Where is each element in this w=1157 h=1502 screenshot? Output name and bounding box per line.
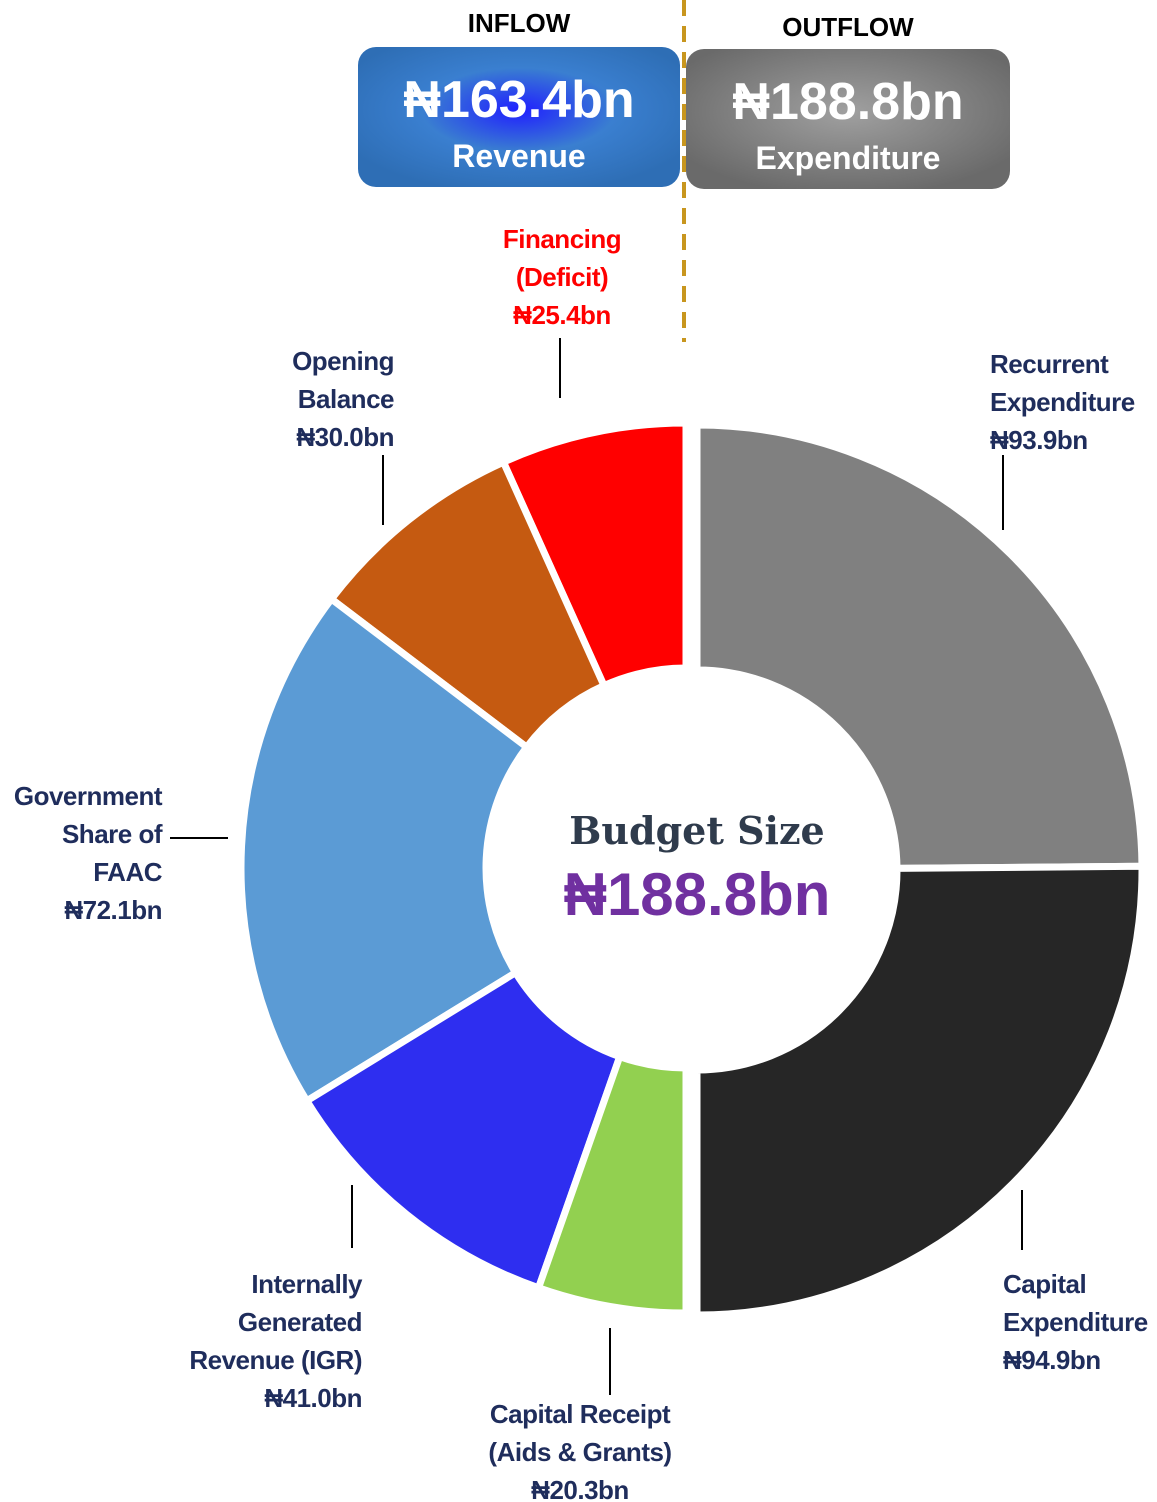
- category-label: Government Share of FAAC: [13, 781, 163, 887]
- inflow-box: [358, 47, 680, 187]
- category-label: Internally Generated Revenue (IGR): [189, 1269, 362, 1375]
- slice: [693, 421, 1146, 872]
- category-label: Recurrent Expenditure: [990, 349, 1135, 417]
- value-label: ₦93.9bn: [990, 425, 1088, 455]
- slice: [301, 967, 625, 1293]
- inflow-caption: Revenue: [452, 138, 586, 174]
- slice-label: Opening Balance ₦30.0bn: [194, 342, 394, 456]
- inflow-total: ₦163.4bn: [403, 71, 635, 129]
- value-label: ₦41.0bn: [264, 1383, 362, 1413]
- value-label: ₦72.1bn: [64, 895, 162, 925]
- slice-label: Government Share of FAAC ₦72.1bn: [0, 777, 163, 929]
- outflow-box: [686, 49, 1010, 189]
- slice-label: Capital Receipt (Aids & Grants) ₦20.3bn: [440, 1395, 720, 1502]
- center-value: ₦188.8bn: [563, 861, 831, 928]
- category-label: Capital Expenditure: [1003, 1269, 1148, 1337]
- category-label: Opening Balance: [292, 346, 394, 414]
- center-title: Budget Size: [569, 808, 825, 853]
- slice: [237, 594, 532, 1106]
- slice-label: Internally Generated Revenue (IGR) ₦41.0b…: [112, 1265, 362, 1417]
- inflow-title: INFLOW: [467, 8, 571, 38]
- slice-label: Financing (Deficit) ₦25.4bn: [462, 220, 662, 334]
- outflow-caption: Expenditure: [755, 140, 941, 176]
- value-label: ₦20.3bn: [531, 1475, 629, 1502]
- value-label: ₦30.0bn: [296, 422, 394, 452]
- slice-label: Recurrent Expenditure ₦93.9bn: [990, 345, 1157, 459]
- slice: [326, 457, 609, 753]
- category-label: Financing (Deficit): [502, 224, 622, 292]
- outflow-total: ₦188.8bn: [732, 73, 964, 131]
- slice-label: Capital Expenditure ₦94.9bn: [1003, 1265, 1157, 1379]
- value-label: ₦94.9bn: [1003, 1345, 1101, 1375]
- outflow-title: OUTFLOW: [782, 12, 914, 42]
- category-label: Capital Receipt (Aids & Grants): [488, 1399, 672, 1467]
- value-label: ₦25.4bn: [513, 300, 611, 330]
- slice: [534, 1052, 690, 1317]
- slice: [498, 419, 690, 691]
- slice: [693, 862, 1146, 1319]
